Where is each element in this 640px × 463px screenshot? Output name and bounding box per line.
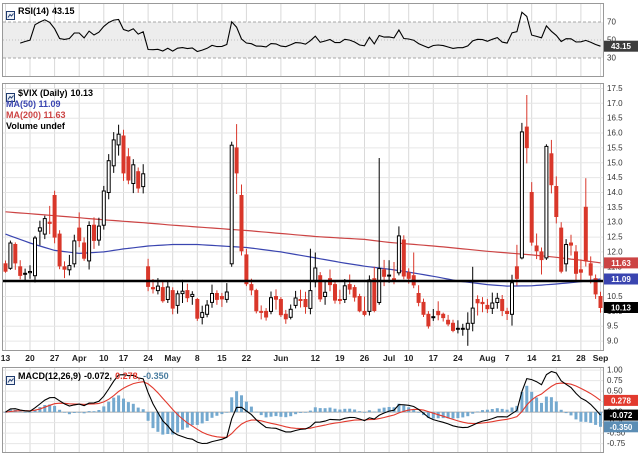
svg-text:50: 50 — [607, 36, 616, 45]
svg-text:11.63: 11.63 — [611, 259, 631, 268]
svg-text:17.5: 17.5 — [607, 84, 623, 93]
svg-text:Jul: Jul — [383, 353, 395, 363]
svg-text:9.5: 9.5 — [607, 322, 619, 331]
svg-text:24: 24 — [453, 353, 463, 363]
svg-text:70: 70 — [607, 18, 616, 27]
y-axis-ticks: 9.09.510.010.511.011.512.012.513.013.514… — [607, 18, 626, 449]
svg-text:19: 19 — [335, 353, 345, 363]
svg-text:17: 17 — [429, 353, 439, 363]
svg-text:13.5: 13.5 — [607, 203, 623, 212]
svg-text:Jun: Jun — [273, 353, 288, 363]
macd-label: MACD(12,26,9) — [18, 371, 82, 381]
svg-text:-0.350: -0.350 — [610, 423, 633, 432]
svg-text:11.09: 11.09 — [611, 275, 631, 284]
rsi-value: 43.15 — [52, 6, 75, 16]
svg-text:9.0: 9.0 — [607, 337, 619, 346]
axis-value-boxes: 43.15 11.63 11.09 10.13 0.278 -0.072 -0.350 — [604, 40, 638, 433]
macd-plot — [4, 370, 602, 445]
svg-text:7: 7 — [505, 353, 510, 363]
svg-text:14.5: 14.5 — [607, 173, 623, 182]
svg-text:12.5: 12.5 — [607, 233, 623, 242]
svg-text:12.0: 12.0 — [607, 247, 623, 256]
ma50-legend: MA(50) 11.09 — [6, 99, 61, 109]
svg-text:10: 10 — [404, 353, 414, 363]
macd-legend: MACD(12,26,9) -0.072, 0.278, -0.350 — [6, 371, 169, 385]
svg-text:1.00: 1.00 — [607, 366, 623, 375]
price-last-value: 10.13 — [70, 88, 94, 98]
svg-text:20: 20 — [25, 353, 35, 363]
svg-text:27: 27 — [50, 353, 60, 363]
svg-text:13.0: 13.0 — [607, 218, 623, 227]
rsi-panel-chart-icon — [6, 7, 15, 20]
svg-text:10.13: 10.13 — [611, 304, 632, 313]
svg-text:43.15: 43.15 — [611, 42, 632, 51]
ma200-legend: MA(200) 11.63 — [6, 110, 66, 120]
svg-text:10.5: 10.5 — [607, 292, 623, 301]
svg-text:15: 15 — [217, 353, 227, 363]
svg-text:0.75: 0.75 — [607, 376, 623, 385]
svg-text:Apr: Apr — [72, 353, 87, 363]
svg-text:24: 24 — [143, 353, 153, 363]
svg-text:14.0: 14.0 — [607, 188, 623, 197]
svg-text:Aug: Aug — [479, 353, 496, 363]
svg-text:0.50: 0.50 — [607, 387, 623, 396]
svg-text:30: 30 — [607, 54, 616, 63]
svg-text:8: 8 — [195, 353, 200, 363]
macd-histogram-value: -0.350 — [143, 371, 169, 381]
macd-signal-value: 0.278, — [115, 371, 141, 381]
svg-text:15.5: 15.5 — [607, 143, 623, 152]
svg-text:Sep: Sep — [593, 353, 609, 363]
svg-text:0.278: 0.278 — [611, 396, 632, 405]
svg-text:17: 17 — [119, 353, 129, 363]
svg-text:22: 22 — [242, 353, 252, 363]
svg-text:16.5: 16.5 — [607, 114, 623, 123]
svg-text:28: 28 — [576, 353, 586, 363]
svg-text:10: 10 — [99, 353, 109, 363]
macd-panel-chart-icon — [6, 372, 15, 385]
svg-text:May: May — [164, 353, 181, 363]
price-panel-chart-icon — [6, 89, 15, 102]
rsi-legend: RSI(14) 43.15 — [6, 6, 75, 20]
svg-text:-0.50: -0.50 — [607, 429, 626, 438]
x-axis-labels: 13 20 27 Apr 10 17 24 May 8 15 22 Jun 12 19 26 Jul 10 17 2… — [1, 353, 609, 363]
svg-text:12: 12 — [311, 353, 321, 363]
rsi-plot — [3, 11, 603, 59]
svg-text:-0.072: -0.072 — [610, 411, 633, 420]
svg-text:13: 13 — [1, 353, 11, 363]
svg-text:-0.75: -0.75 — [607, 439, 626, 448]
svg-text:14: 14 — [527, 353, 537, 363]
svg-text:21: 21 — [552, 353, 562, 363]
volume-legend: Volume undef — [6, 121, 65, 131]
price-plot — [3, 95, 603, 346]
svg-text:26: 26 — [360, 353, 370, 363]
svg-text:15.0: 15.0 — [607, 158, 623, 167]
price-legend: $VIX (Daily) 10.13 MA(50) 11.09 MA(200) … — [6, 88, 93, 132]
rsi-label: RSI(14) — [18, 6, 50, 16]
price-symbol: $VIX (Daily) — [18, 88, 68, 98]
svg-text:17.0: 17.0 — [607, 99, 623, 108]
svg-text:16.0: 16.0 — [607, 129, 623, 138]
panel-borders — [2, 3, 604, 453]
macd-line-value: -0.072, — [84, 371, 113, 381]
